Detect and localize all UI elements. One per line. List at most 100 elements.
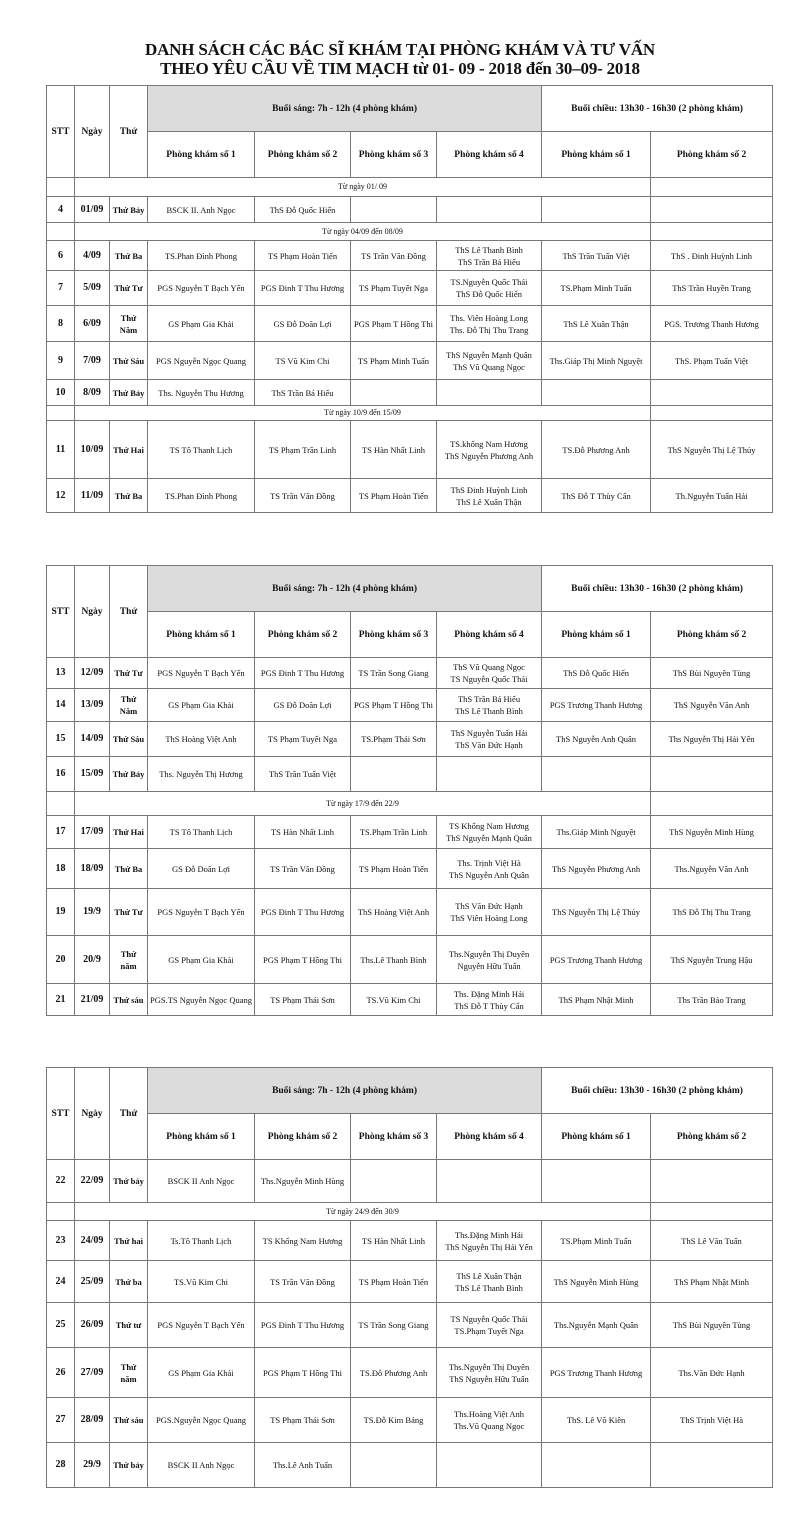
morning-doctor-cell: Ths.Nguyễn Thị Duyên ThS Nguyễn Hữu Tuấn (435, 1347, 543, 1398)
morning-doctor-cell: ThS Nguyễn Mạnh Quân ThS Vũ Quang Ngọc (435, 341, 543, 380)
doctor-name: ThS. Phạm Tuấn Việt (675, 355, 749, 366)
header-afternoon-room: Phòng khám số 2 (650, 1113, 774, 1160)
date-cell: 24/09 (74, 1220, 110, 1261)
morning-doctor-cell: GS Phạm Gia Khải (147, 305, 255, 342)
morning-doctor-cell: TS Trần Văn Đồng (254, 1260, 351, 1303)
afternoon-doctor-cell: ThS. Lê Võ Kiên (541, 1397, 652, 1443)
morning-doctor-cell: TS.Đỗ Kim Bảng (350, 1397, 437, 1443)
doctor-name: ThS Vũ Quang Ngọc (453, 361, 525, 372)
morning-doctor-cell: Ths.Nguyễn Thị Duyên Nguyễn Hữu Tuấn (435, 935, 543, 984)
table-row: 16 15/09 Thứ Bảy Ths. Nguyễn Thị Hương ThS T… (46, 756, 774, 792)
doctor-name: GS Phạm Gia Khải (168, 1367, 234, 1378)
stt-cell: 7 (46, 270, 75, 306)
doctor-name: ThS Nguyễn Mạnh Quân (446, 833, 532, 843)
morning-doctor-cell (435, 756, 543, 792)
morning-doctor-cell: Ths. Đặng Minh Hải ThS Đỗ T Thùy Cẩn (435, 983, 543, 1016)
doctor-name: ThS Phạm Nhật Minh (558, 994, 634, 1005)
weekday-cell: Thứ Ba (109, 848, 148, 889)
doctor-name: Nguyễn Hữu Tuấn (457, 960, 521, 971)
morning-doctor-cell: TS.Phan Đình Phong (147, 240, 255, 271)
afternoon-doctor-cell: ThS Lê Văn Tuấn (650, 1220, 774, 1261)
header-morning-room: Phòng khám số 3 (350, 611, 437, 658)
weekday-cell: Thứ Tư (109, 888, 148, 936)
afternoon-doctor-cell: ThS Nguyễn Anh Quân (541, 721, 652, 757)
empty-cell (46, 791, 75, 816)
afternoon-doctor-cell: TS.Phạm Minh Tuấn (541, 270, 652, 306)
afternoon-doctor-cell (541, 379, 652, 406)
doctor-name: ThS Lê Thanh Bình (455, 1282, 523, 1293)
stt-cell: 22 (46, 1159, 75, 1203)
stt-cell: 13 (46, 657, 75, 689)
doctor-name: Ths.Đặng Minh Hải (454, 1229, 524, 1240)
afternoon-doctor-cell (650, 756, 774, 792)
stt-cell: 28 (46, 1442, 75, 1488)
doctor-name: TS.Phạm Minh Tuấn (560, 283, 632, 293)
doctor-name: Ths.Nguyễn Minh Hùng (260, 1176, 345, 1186)
doctor-name: ThS Trần Bá Hiếu (457, 256, 521, 267)
morning-doctor-cell: GS Phạm Gia Khải (147, 935, 255, 984)
doctor-name: PGS Trương Thanh Hương (549, 700, 643, 710)
morning-doctor-cell: TS.Vũ Kim Chi (350, 983, 437, 1016)
date-cell: 14/09 (74, 721, 110, 757)
afternoon-doctor-cell: ThS. Phạm Tuấn Việt (650, 341, 774, 380)
doctor-name: TS.Phan Đình Phong (164, 490, 238, 501)
morning-doctor-cell: TS Phạm Tuyết Nga (350, 270, 437, 306)
doctor-name: ThS Đỗ T Thùy Cẩn (561, 490, 631, 501)
afternoon-doctor-cell: ThS Nguyễn Minh Hùng (541, 1260, 652, 1303)
doctor-name: PGS.Nguyễn Ngọc Quang (156, 1415, 246, 1425)
afternoon-doctor-cell: Ths Nguyễn Thị Hải Yến (650, 721, 774, 757)
morning-doctor-cell: TS Phạm Hoàn Tiến (350, 478, 437, 513)
weekday-cell: Thứ bảy (109, 1442, 148, 1488)
morning-doctor-cell (435, 1159, 543, 1203)
empty-cell (650, 791, 774, 816)
doctor-name: TS.Đỗ Phương Anh (359, 1367, 428, 1378)
doctor-name: TS Hàn Nhất Linh (361, 444, 426, 455)
morning-doctor-cell: Ths.Đặng Minh Hải ThS Nguyễn Thị Hải Yến (435, 1220, 543, 1261)
morning-doctor-cell: Ths.Nguyễn Minh Hùng (254, 1159, 351, 1203)
table-row: 24 25/09 Thứ ba TS.Vũ Kim Chi TS Trần Văn Đồ… (46, 1260, 774, 1303)
header-afternoon-session: Buổi chiều: 13h30 - 16h30 (2 phòng khám) (541, 1067, 774, 1114)
empty-cell (46, 1202, 75, 1221)
weekday-cell: Thứ Sáu (109, 721, 148, 757)
date-cell: 11/09 (74, 478, 110, 513)
table-row: 19 19/9 Thứ Tư PGS Nguyễn T Bạch Yến PGS Đin… (46, 888, 774, 936)
week-range-label: Từ ngày 01/ 09 (73, 177, 652, 197)
weekday-cell: Thứ Hai (109, 815, 148, 849)
doctor-name: ThS Bùi Nguyên Tùng (672, 1320, 751, 1330)
document-title: DANH SÁCH CÁC BÁC SĨ KHÁM TẠI PHÒNG KHÁM… (0, 40, 800, 78)
doctor-name: TS Vũ Kim Chi (275, 355, 330, 366)
morning-doctor-cell: GS Đỗ Doãn Lợi (254, 688, 351, 722)
doctor-name: Ths.Hoàng Việt Anh (454, 1409, 524, 1419)
afternoon-doctor-cell: ThS Đỗ Quốc Hiển (541, 657, 652, 689)
doctor-name: PGS Đinh T Thu Hương (260, 283, 345, 293)
morning-doctor-cell: PGS Phạm T Hồng Thi (254, 935, 351, 984)
weekday-cell: Thứ sáu (109, 1397, 148, 1443)
weekday-cell: Thứ Ba (109, 240, 148, 271)
doctor-name: TS Khổng Nam Hương (262, 1235, 343, 1246)
doctor-name: Ths.Giáp Thị Minh Nguyệt (549, 355, 643, 366)
doctor-name: TS Phạm Tuyết Nga (358, 283, 429, 293)
morning-doctor-cell: PGS Đinh T Thu Hương (254, 270, 351, 306)
date-cell: 18/09 (74, 848, 110, 889)
afternoon-doctor-cell: Ths.Giáp Thị Minh Nguyệt (541, 341, 652, 380)
doctor-name: ThS Phạm Nhật Minh (674, 1276, 749, 1287)
weekday-cell: Thứ Bảy (109, 756, 148, 792)
doctor-name: TS Phạm Thái Sơn (270, 1415, 335, 1425)
doctor-name: TS.Đỗ Phương Anh (562, 444, 630, 455)
doctor-name: ThS Viên Hoàng Long (450, 913, 528, 923)
doctor-name: TS Phạm Minh Tuấn (357, 355, 430, 366)
afternoon-doctor-cell: ThS Nguyễn Văn Anh (650, 688, 774, 722)
table-row: 12 11/09 Thứ Ba TS.Phan Đình Phong TS Trần V… (46, 478, 774, 513)
stt-cell: 15 (46, 721, 75, 757)
empty-cell (650, 1202, 774, 1221)
morning-doctor-cell: TS Phạm Thái Sơn (254, 1397, 351, 1443)
doctor-name: TS.Phan Đình Phong (164, 250, 238, 261)
date-cell: 7/09 (74, 341, 110, 380)
morning-doctor-cell: TS Phạm Hoàn Tiến (254, 240, 351, 271)
afternoon-doctor-cell (541, 1442, 652, 1488)
doctor-name: ThS Nguyễn Thị Lệ Thủy (552, 907, 641, 917)
week-range-label: Từ ngày 24/9 đến 30/9 (73, 1202, 652, 1221)
morning-doctor-cell: ThS Hoàng Việt Anh (147, 721, 255, 757)
afternoon-doctor-cell: PGS. Trương Thanh Hương (650, 305, 774, 342)
afternoon-doctor-cell: ThS Trần Huyền Trang (650, 270, 774, 306)
